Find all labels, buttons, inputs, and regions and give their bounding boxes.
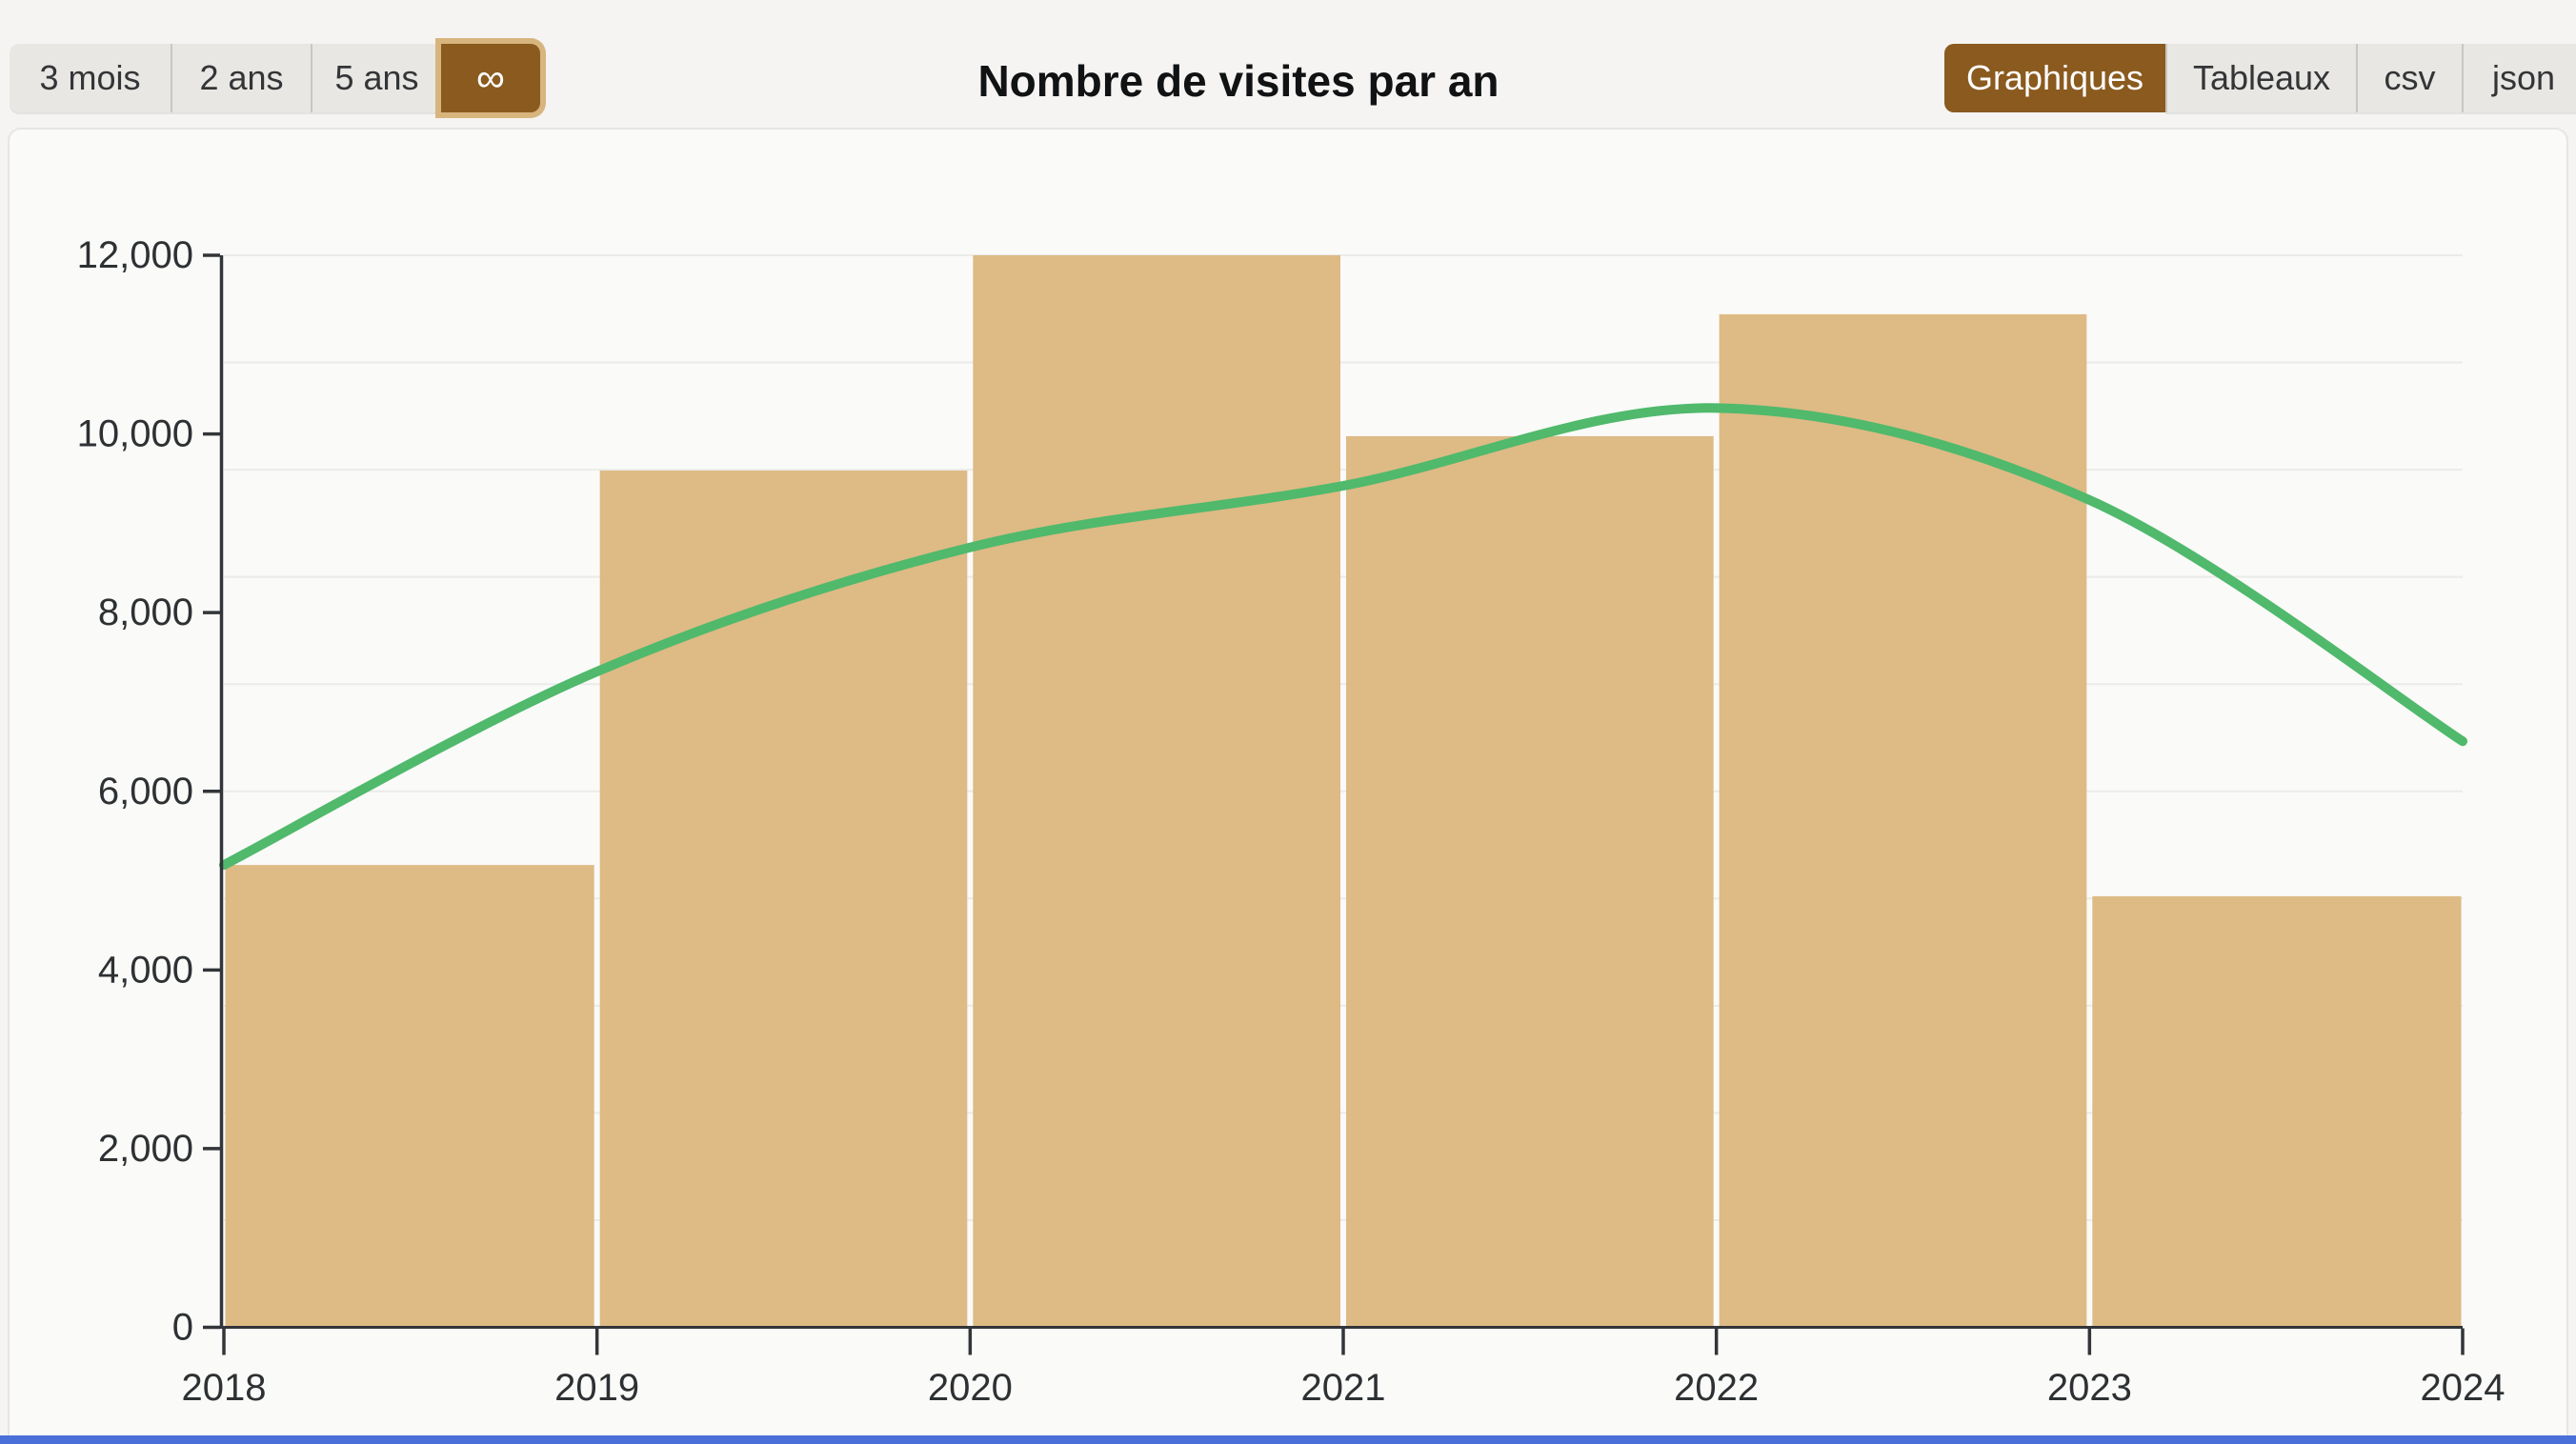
- bar-2018[interactable]: [225, 865, 594, 1328]
- view-button-group: Graphiques Tableaux csv json: [1944, 44, 2576, 112]
- view-button-json[interactable]: json: [2462, 44, 2576, 112]
- bar-2019[interactable]: [599, 471, 968, 1328]
- page-title: Nombre de visites par an: [977, 56, 1499, 106]
- bar-2020[interactable]: [973, 255, 1340, 1328]
- x-tick-label: 2021: [1301, 1367, 1386, 1409]
- range-button-5ans[interactable]: 5 ans: [311, 44, 441, 112]
- toolbar: 3 mois 2 ans 5 ans ∞ Nombre de visites p…: [0, 0, 2576, 128]
- view-button-tableaux[interactable]: Tableaux: [2165, 44, 2356, 112]
- y-tick-label: 6,000: [98, 771, 193, 812]
- bar-2022[interactable]: [1719, 313, 2087, 1328]
- y-tick-label: 0: [172, 1307, 193, 1349]
- y-tick-label: 10,000: [77, 413, 193, 455]
- x-tick-label: 2023: [2047, 1367, 2132, 1409]
- y-tick-label: 12,000: [77, 234, 193, 276]
- y-tick-label: 2,000: [98, 1128, 193, 1170]
- bar-2023[interactable]: [2092, 895, 2462, 1328]
- trend-line: [219, 403, 2467, 871]
- range-button-2ans[interactable]: 2 ans: [171, 44, 311, 112]
- x-tick-label: 2020: [928, 1367, 1013, 1409]
- view-button-csv[interactable]: csv: [2356, 44, 2462, 112]
- range-button-group: 3 mois 2 ans 5 ans ∞: [10, 44, 540, 112]
- bar-2021[interactable]: [1346, 435, 1714, 1328]
- y-tick-label: 4,000: [98, 949, 193, 991]
- range-button-infinity[interactable]: ∞: [441, 44, 540, 112]
- x-tick-label: 2024: [2421, 1367, 2506, 1409]
- y-tick-label: 8,000: [98, 592, 193, 633]
- footer-strip: [0, 1435, 2576, 1444]
- range-button-3mois[interactable]: 3 mois: [10, 44, 171, 112]
- view-button-graphiques[interactable]: Graphiques: [1944, 44, 2165, 112]
- x-tick-label: 2019: [554, 1367, 639, 1409]
- x-tick-label: 2022: [1674, 1367, 1759, 1409]
- x-tick-label: 2018: [182, 1367, 267, 1409]
